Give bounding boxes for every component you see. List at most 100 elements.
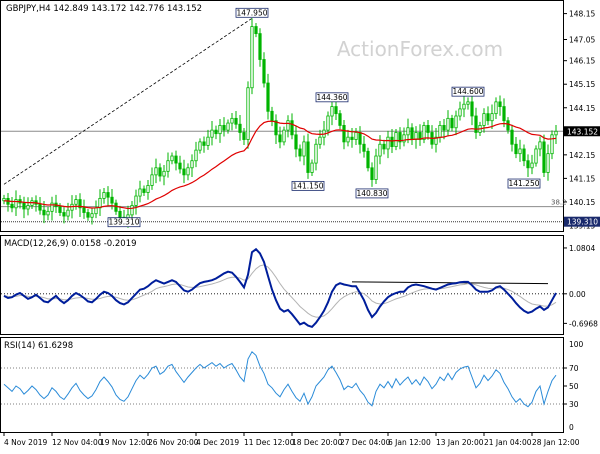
candle-body bbox=[410, 127, 414, 140]
candle-body bbox=[294, 134, 298, 150]
candle-body bbox=[226, 122, 230, 131]
price-tick-label: 142.15 bbox=[569, 151, 595, 160]
x-tick-label: 6 Jan 12:00 bbox=[388, 438, 431, 447]
candle-body bbox=[402, 134, 406, 143]
candle-body bbox=[434, 136, 438, 145]
candle-body bbox=[222, 125, 226, 131]
candle-body bbox=[522, 148, 526, 162]
candle-body bbox=[270, 110, 274, 122]
candle-body bbox=[86, 212, 90, 218]
candle-body bbox=[50, 202, 54, 212]
candle-body bbox=[182, 168, 186, 176]
price-annotation-box bbox=[315, 92, 349, 103]
candle-body bbox=[554, 130, 558, 136]
price-tick-label: 147.05 bbox=[569, 35, 595, 44]
candle-body bbox=[150, 174, 154, 186]
candle-body bbox=[38, 203, 42, 211]
x-tick-label: 13 Jan 20:00 bbox=[436, 438, 484, 447]
x-tick-label: 26 Nov 20:00 bbox=[148, 438, 199, 447]
x-tick-label: 19 Nov 12:00 bbox=[100, 438, 151, 447]
candle-body bbox=[370, 167, 374, 180]
price-annotation-box bbox=[507, 178, 541, 189]
macd-line bbox=[3, 247, 557, 329]
x-tick-label: 4 Nov 2019 bbox=[4, 438, 47, 447]
candle-body bbox=[234, 117, 238, 125]
candle-body bbox=[82, 207, 86, 213]
macd-tick-label: 1.0804 bbox=[569, 244, 595, 253]
trend-line bbox=[3, 17, 253, 185]
candle-body bbox=[450, 117, 454, 129]
candle-body bbox=[162, 170, 166, 177]
candle-body bbox=[218, 125, 222, 135]
price-annotation-label: 147.950 bbox=[236, 8, 267, 17]
price-tick-label: 145.15 bbox=[569, 80, 595, 89]
price-annotation-label: 140.830 bbox=[356, 189, 387, 198]
candle-body bbox=[186, 167, 190, 176]
candle-body bbox=[342, 125, 346, 143]
candle-body bbox=[10, 203, 14, 209]
candle-body bbox=[514, 143, 518, 155]
candle-body bbox=[94, 207, 98, 215]
candle-body bbox=[486, 113, 490, 122]
macd-panel-frame bbox=[0, 235, 564, 335]
candle-body bbox=[502, 106, 506, 122]
candle-body bbox=[250, 26, 254, 89]
candle-body bbox=[546, 153, 550, 173]
last-price-tag bbox=[564, 126, 600, 137]
rsi-tick-label: 70 bbox=[569, 364, 579, 373]
candle-body bbox=[42, 209, 46, 216]
rsi-panel-title: RSI(14) 61.6298 bbox=[4, 341, 73, 351]
rsi-tick-label: 30 bbox=[569, 400, 579, 409]
candle-body bbox=[102, 192, 106, 199]
candle-body bbox=[158, 167, 162, 177]
fib-382-label: 38.2 bbox=[551, 199, 567, 207]
candle-body bbox=[510, 129, 514, 145]
candle-body bbox=[394, 132, 398, 148]
candle-body bbox=[58, 206, 62, 213]
candle-body bbox=[414, 132, 418, 140]
macd-panel-title: MACD(12,26,9) 0.0158 -0.2019 bbox=[4, 239, 137, 249]
candle-body bbox=[442, 125, 446, 131]
candle-body bbox=[2, 197, 6, 202]
price-annotation-label: 141.250 bbox=[508, 179, 539, 188]
rsi-tick-label: 0 bbox=[569, 423, 574, 432]
candle-body bbox=[462, 103, 466, 110]
candle-body bbox=[286, 120, 290, 131]
candle-body bbox=[98, 197, 102, 209]
price-tick-label: 140.15 bbox=[569, 198, 595, 207]
candle-body bbox=[206, 136, 210, 146]
candle-body bbox=[62, 212, 66, 217]
candle-body bbox=[354, 132, 358, 140]
candle-body bbox=[110, 196, 114, 204]
candle-body bbox=[138, 188, 142, 197]
candle-body bbox=[302, 141, 306, 157]
candle-body bbox=[310, 162, 314, 173]
candle-body bbox=[374, 155, 378, 180]
candle-body bbox=[174, 155, 178, 164]
macd-tick-label: 0.00 bbox=[569, 290, 586, 299]
candle-body bbox=[134, 195, 138, 206]
rsi-tick-label: 100 bbox=[569, 340, 584, 349]
price-panel-frame bbox=[0, 0, 564, 232]
candle-body bbox=[194, 149, 198, 162]
x-tick-label: 4 Dec 2019 bbox=[196, 438, 239, 447]
candle-body bbox=[330, 106, 334, 117]
candle-body bbox=[198, 141, 202, 151]
candle-body bbox=[66, 209, 70, 217]
candle-body bbox=[494, 101, 498, 115]
candle-body bbox=[258, 33, 262, 60]
candle-body bbox=[314, 143, 318, 164]
candle-body bbox=[382, 143, 386, 150]
price-tick-label: 144.15 bbox=[569, 104, 595, 113]
candle-body bbox=[106, 192, 110, 198]
candle-body bbox=[274, 120, 278, 136]
candle-body bbox=[210, 129, 214, 138]
price-annotation-label: 144.360 bbox=[316, 93, 347, 102]
candle-body bbox=[146, 185, 150, 193]
macd-tick-label: -0.6968 bbox=[569, 319, 598, 328]
candle-body bbox=[506, 120, 510, 131]
candle-body bbox=[230, 117, 234, 124]
candle-body bbox=[238, 123, 242, 133]
candle-body bbox=[518, 148, 522, 155]
